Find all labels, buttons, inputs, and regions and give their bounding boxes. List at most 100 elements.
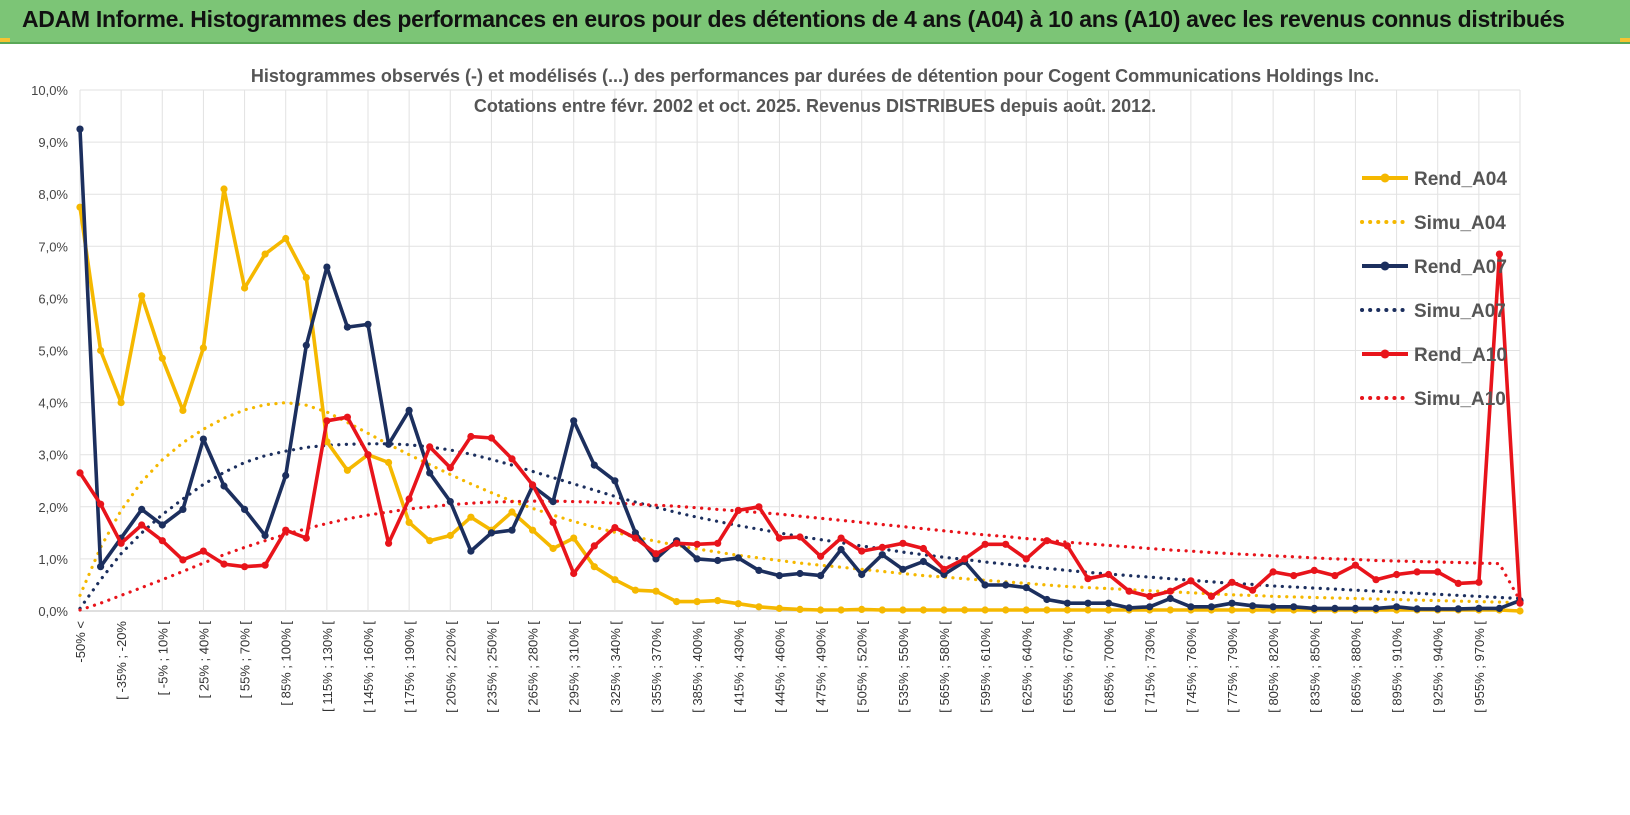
data-point: [261, 531, 269, 540]
data-point: [1063, 599, 1071, 607]
data-point: [1166, 606, 1174, 614]
data-point: [508, 526, 516, 534]
y-tick-label: 6,0%: [38, 291, 68, 306]
data-point: [1125, 604, 1133, 612]
data-point: [858, 570, 866, 579]
x-tick-label: [ 85% ; 100% [: [279, 621, 294, 706]
legend-marker: [1380, 349, 1390, 359]
data-point: [817, 606, 825, 614]
data-point: [1290, 572, 1298, 580]
data-point: [919, 544, 928, 553]
data-point: [817, 552, 825, 560]
data-point: [364, 320, 372, 328]
legend-marker: [1380, 261, 1390, 271]
legend-label: Simu_A10: [1414, 389, 1506, 410]
data-point: [1125, 587, 1133, 595]
data-point: [97, 500, 105, 508]
data-point: [117, 399, 125, 407]
data-point: [919, 606, 928, 614]
data-point: [158, 537, 166, 545]
data-point: [858, 605, 866, 614]
data-point: [652, 555, 660, 563]
x-tick-label: [ 955% ; 970% [: [1472, 621, 1487, 713]
data-point: [714, 539, 722, 547]
data-point: [714, 597, 722, 605]
legend-label: Rend_A07: [1414, 257, 1507, 278]
y-tick-label: 5,0%: [38, 344, 68, 359]
y-tick-label: 9,0%: [38, 135, 68, 150]
data-point: [426, 537, 434, 545]
y-tick-label: 3,0%: [38, 448, 68, 463]
data-point: [282, 526, 290, 534]
x-tick-label: [ 625% ; 640% [: [1019, 621, 1034, 713]
x-tick-label: [ -5% ; 10% [: [155, 621, 170, 696]
data-point: [817, 572, 825, 580]
data-point: [878, 543, 886, 551]
data-point: [1207, 592, 1215, 601]
series-Rend_A07: [76, 125, 1524, 613]
y-tick-label: 1,0%: [38, 552, 68, 567]
x-tick-label: [ 115% ; 130% [: [320, 621, 335, 712]
data-point: [1434, 568, 1442, 576]
data-point: [796, 533, 804, 541]
series-line-Simu_A04: [78, 400, 1522, 605]
data-point: [775, 534, 784, 542]
data-point: [570, 417, 578, 425]
data-point: [76, 469, 84, 477]
data-point: [734, 600, 742, 608]
data-point: [590, 461, 598, 469]
data-point: [899, 539, 907, 547]
data-point: [302, 341, 310, 349]
x-tick-label: [ 895% ; 910% [: [1390, 621, 1405, 713]
data-point: [981, 581, 989, 589]
data-point: [405, 406, 413, 414]
data-point: [467, 513, 475, 521]
data-point: [467, 432, 475, 441]
x-tick-label: [ 775% ; 790% [: [1225, 621, 1240, 713]
data-point: [1475, 578, 1483, 586]
data-point: [1393, 570, 1401, 579]
x-tick-label: [ 745% ; 760% [: [1184, 621, 1199, 713]
data-point: [1249, 602, 1257, 610]
data-point: [1249, 586, 1257, 594]
data-point: [940, 565, 948, 573]
data-point: [899, 565, 907, 573]
data-point: [1146, 603, 1154, 611]
x-tick-label: [ 565% ; 580% [: [937, 621, 952, 713]
x-axis-ticks: -50% < [ -35% ; -20% [ -5% ; 10% [[ 25% ; …: [73, 621, 1487, 713]
data-point: [426, 469, 434, 477]
data-point: [1475, 604, 1483, 613]
data-point: [1084, 599, 1092, 607]
x-tick-label: [ 295% ; 310% [: [567, 621, 582, 713]
data-point: [919, 557, 928, 566]
data-point: [878, 551, 886, 559]
data-point: [940, 570, 948, 579]
series-Simu_A10: [78, 499, 1522, 612]
series-Simu_A07: [78, 442, 1522, 611]
corner-mark-right: [1620, 38, 1630, 42]
data-point: [1413, 605, 1421, 613]
legend-label: Simu_A07: [1414, 301, 1506, 322]
data-point: [97, 346, 105, 355]
data-point: [97, 563, 105, 571]
chart-subtitle: Cotations entre févr. 2002 et oct. 2025.…: [474, 96, 1156, 116]
data-point: [714, 556, 722, 565]
data-point: [1146, 592, 1154, 601]
x-tick-label: [ 235% ; 250% [: [484, 621, 499, 713]
data-point: [1063, 606, 1071, 614]
data-point: [1105, 606, 1113, 614]
data-point: [775, 572, 784, 580]
data-point: [241, 284, 249, 292]
data-point: [837, 545, 845, 554]
data-point: [241, 563, 249, 571]
data-point: [1290, 603, 1298, 611]
data-point: [1084, 606, 1092, 614]
x-tick-label: [ 55% ; 70% [: [238, 621, 253, 699]
data-point: [302, 534, 310, 542]
y-axis-ticks: 0,0% 1,0% 2,0% 3,0% 4,0% 5,0% 6,0% 7,0% 8,0% 9,0%…: [31, 83, 68, 619]
chart-area: 0,0% 1,0% 2,0% 3,0% 4,0% 5,0% 6,0% 7,0% 8,0% 9,0%…: [0, 44, 1630, 815]
data-point: [549, 544, 557, 553]
data-point: [1331, 604, 1339, 613]
data-point: [158, 521, 166, 529]
data-point: [1372, 604, 1380, 613]
